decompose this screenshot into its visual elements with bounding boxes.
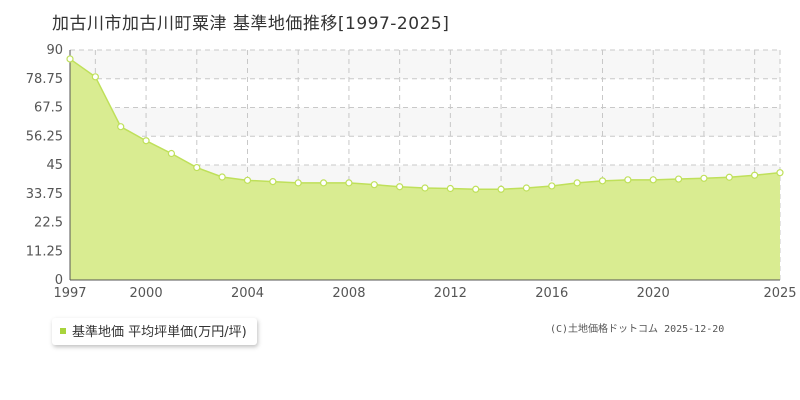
axes <box>69 50 780 281</box>
data-point <box>446 184 454 193</box>
data-point <box>117 123 125 131</box>
data-point <box>497 185 505 193</box>
data-point <box>269 178 277 186</box>
data-point <box>674 175 683 183</box>
y-tick-label: 90 <box>46 43 63 58</box>
x-tick-label: 2008 <box>332 286 365 300</box>
legend: 基準地価 平均坪単価(万円/坪) <box>52 318 257 345</box>
data-point <box>421 184 429 192</box>
data-point <box>700 174 708 182</box>
data-point <box>218 173 226 181</box>
land-price-area-chart: 0 11.25 22.5 33.75 45 56.25 67.5 78.75 90 1997 20… <box>26 43 797 300</box>
y-tick-label: 0 <box>55 273 63 288</box>
data-point <box>193 163 201 172</box>
copyright-notice: (C)土地価格ドットコム 2025-12-20 <box>550 324 725 335</box>
x-tick-label: 2020 <box>637 286 670 300</box>
y-tick-label: 11.25 <box>26 244 63 259</box>
data-point <box>319 179 328 187</box>
data-point <box>243 176 252 184</box>
data-point <box>396 183 404 191</box>
data-point <box>725 173 733 181</box>
data-point <box>776 169 784 177</box>
x-tick-label: 2016 <box>535 286 568 300</box>
data-point <box>142 137 150 145</box>
data-point <box>598 177 607 185</box>
legend-label: 基準地価 平均坪単価(万円/坪) <box>72 325 247 340</box>
x-tick-label: 2000 <box>130 286 163 300</box>
y-tick-label: 67.5 <box>34 101 63 116</box>
data-point <box>345 179 353 187</box>
data-point <box>573 179 581 187</box>
background-band <box>70 50 780 79</box>
y-tick-label: 22.5 <box>34 216 63 231</box>
data-point <box>624 176 632 184</box>
y-tick-label: 33.75 <box>26 187 63 202</box>
x-tick-label: 2012 <box>434 286 467 300</box>
x-tick-label: 1997 <box>53 286 86 300</box>
data-point <box>167 149 176 158</box>
data-point <box>649 176 657 184</box>
chart-title: 加古川市加古川町粟津 基準地価推移[1997-2025] <box>52 14 450 34</box>
x-tick-label: 2025 <box>763 286 796 300</box>
y-tick-labels: 0 11.25 22.5 33.75 45 56.25 67.5 78.75 90 <box>26 43 63 288</box>
data-point <box>522 184 531 192</box>
y-tick-label: 78.75 <box>26 72 63 87</box>
y-tick-label: 45 <box>46 158 63 173</box>
area-fill <box>70 58 780 280</box>
data-point <box>472 185 480 193</box>
data-point <box>548 182 556 190</box>
data-point <box>370 181 378 189</box>
data-points <box>66 55 784 193</box>
legend-swatch <box>60 327 66 334</box>
data-point <box>66 55 74 63</box>
x-tick-labels: 1997 2000 2004 2008 2012 2016 2020 2025 <box>53 286 796 300</box>
background-band <box>70 107 780 137</box>
data-point <box>751 171 759 179</box>
data-point <box>91 73 99 81</box>
x-tick-label: 2004 <box>231 286 264 300</box>
y-tick-label: 56.25 <box>26 129 63 144</box>
data-point <box>294 179 302 187</box>
